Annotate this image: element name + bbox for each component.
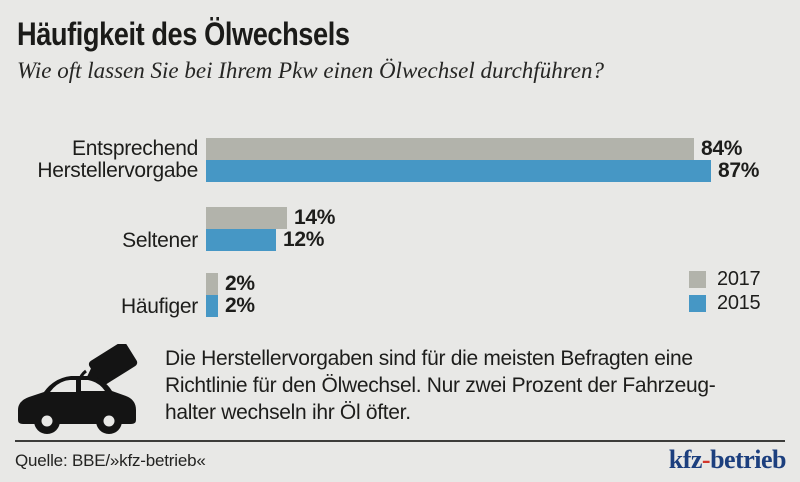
page-title: Häufigkeit des Ölwechsels (17, 16, 350, 52)
value-label-2015-0: 87% (718, 159, 760, 182)
bar-2017-0 (206, 138, 694, 160)
legend-item-2017: 2017 (689, 268, 761, 290)
value-label-2017-1: 14% (294, 206, 336, 229)
bar-2015-0 (206, 160, 711, 182)
annotation-line: halter wechseln ihr Öl öfter. (165, 401, 411, 424)
bar-2015-2 (206, 295, 218, 317)
source-text: Quelle: BBE/»kfz-betrieb« (15, 451, 206, 470)
chart: Entsprechend Herstellervorgabe 84% 87% Selte… (37, 137, 760, 318)
brand-logo-betrieb: betrieb (710, 445, 786, 474)
bar-2017-2 (206, 273, 218, 295)
value-label-2015-1: 12% (283, 228, 325, 251)
annotation-text: Die Herstellervorgaben sind für die meis… (165, 345, 716, 426)
car-oil-change-icon (14, 341, 154, 441)
legend: 2017 2015 (689, 268, 761, 319)
category-label: Häufiger (121, 295, 198, 318)
footer-divider (15, 440, 785, 442)
value-label-2017-2: 2% (225, 272, 255, 295)
brand-logo-kfz: kfz (668, 445, 703, 474)
annotation-line: Die Herstellervorgaben sind für die meis… (165, 347, 693, 370)
brand-logo-hyphen: - (701, 445, 711, 474)
value-label-2015-2: 2% (225, 294, 255, 317)
annotation-line: Richtlinie für den Ölwechsel. Nur zwei P… (165, 374, 716, 397)
legend-swatch-2017 (689, 271, 706, 288)
legend-label-2017: 2017 (717, 268, 761, 290)
bar-2017-1 (206, 207, 287, 229)
category-label: Entsprechend Herstellervorgabe (37, 137, 198, 182)
page-subtitle: Wie oft lassen Sie bei Ihrem Pkw einen Ö… (17, 58, 605, 83)
legend-label-2015: 2015 (717, 292, 761, 314)
brand-logo: kfz-betrieb (668, 445, 787, 475)
value-label-2017-0: 84% (701, 137, 743, 160)
legend-item-2015: 2015 (689, 292, 761, 314)
bar-2015-1 (206, 229, 276, 251)
category-label: Seltener (122, 229, 198, 252)
legend-swatch-2015 (689, 295, 706, 312)
